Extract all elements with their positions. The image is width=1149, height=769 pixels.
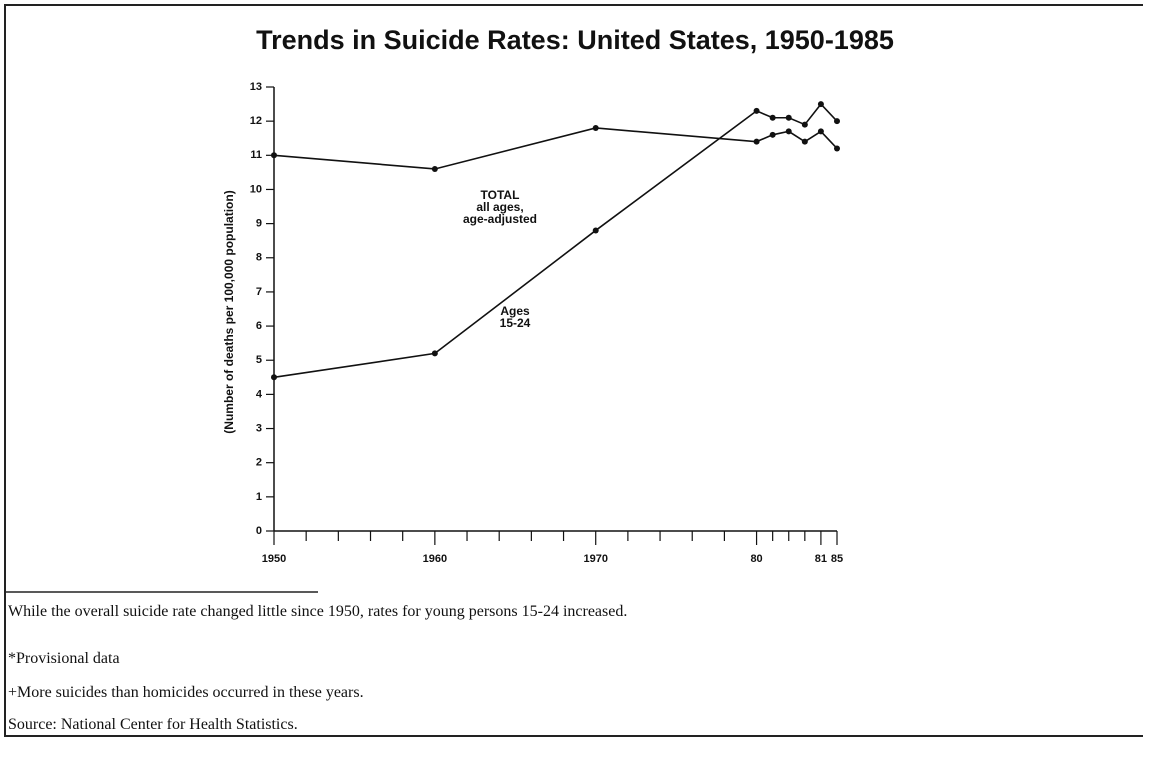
y-tick-label: 8 (256, 252, 262, 264)
series-label: Ages (500, 304, 530, 318)
x-tick-label: 81 (815, 553, 827, 565)
data-point (817, 101, 824, 108)
x-tick-label: 85 (831, 553, 843, 565)
data-point (753, 107, 760, 114)
y-tick-label: 6 (256, 320, 262, 332)
chart-title: Trends in Suicide Rates: United States, … (256, 25, 894, 55)
note: Source: National Center for Health Stati… (8, 716, 298, 733)
frame (4, 4, 1143, 737)
note: *Provisional data (8, 650, 120, 667)
y-tick-label: 11 (250, 149, 262, 161)
y-tick-label: 5 (256, 354, 262, 366)
data-point (271, 374, 277, 381)
data-point (271, 152, 277, 159)
data-point (769, 131, 776, 138)
data-point (592, 227, 599, 234)
data-point (785, 128, 792, 135)
y-tick-label: 0 (256, 525, 262, 537)
y-tick-label: 3 (256, 422, 262, 434)
data-point (431, 350, 438, 357)
y-tick-label: 2 (256, 457, 262, 469)
data-point (753, 138, 760, 145)
data-point (431, 165, 438, 172)
y-tick-label: 7 (256, 286, 262, 298)
x-tick-label: 80 (750, 553, 762, 565)
x-tick-label: 1970 (583, 553, 607, 565)
data-point (817, 128, 824, 135)
series-sublabel: 15-24 (500, 316, 531, 330)
note: +More suicides than homicides occurred i… (8, 684, 364, 701)
y-tick-label: 13 (250, 81, 262, 93)
data-point (801, 121, 808, 128)
data-point (834, 118, 840, 125)
series-line (273, 102, 838, 379)
data-point (785, 114, 792, 121)
series-line (273, 127, 838, 170)
caption: While the overall suicide rate changed l… (8, 603, 627, 620)
y-axis-label: (Number of deaths per 100,000 population… (222, 190, 236, 433)
series-sublabel: all ages, (476, 200, 523, 214)
series-label: TOTAL (481, 188, 520, 202)
data-point (801, 138, 808, 145)
y-tick-label: 4 (256, 388, 263, 400)
data-point (834, 145, 840, 152)
y-tick-label: 12 (250, 115, 262, 127)
y-tick-label: 9 (256, 218, 262, 230)
x-tick-label: 1960 (423, 553, 447, 565)
data-point (592, 124, 599, 131)
y-tick-label: 10 (250, 183, 262, 195)
series-sublabel: age-adjusted (463, 212, 537, 226)
data-point (769, 114, 776, 121)
x-tick-label: 1950 (262, 553, 286, 565)
y-tick-label: 1 (256, 491, 262, 503)
